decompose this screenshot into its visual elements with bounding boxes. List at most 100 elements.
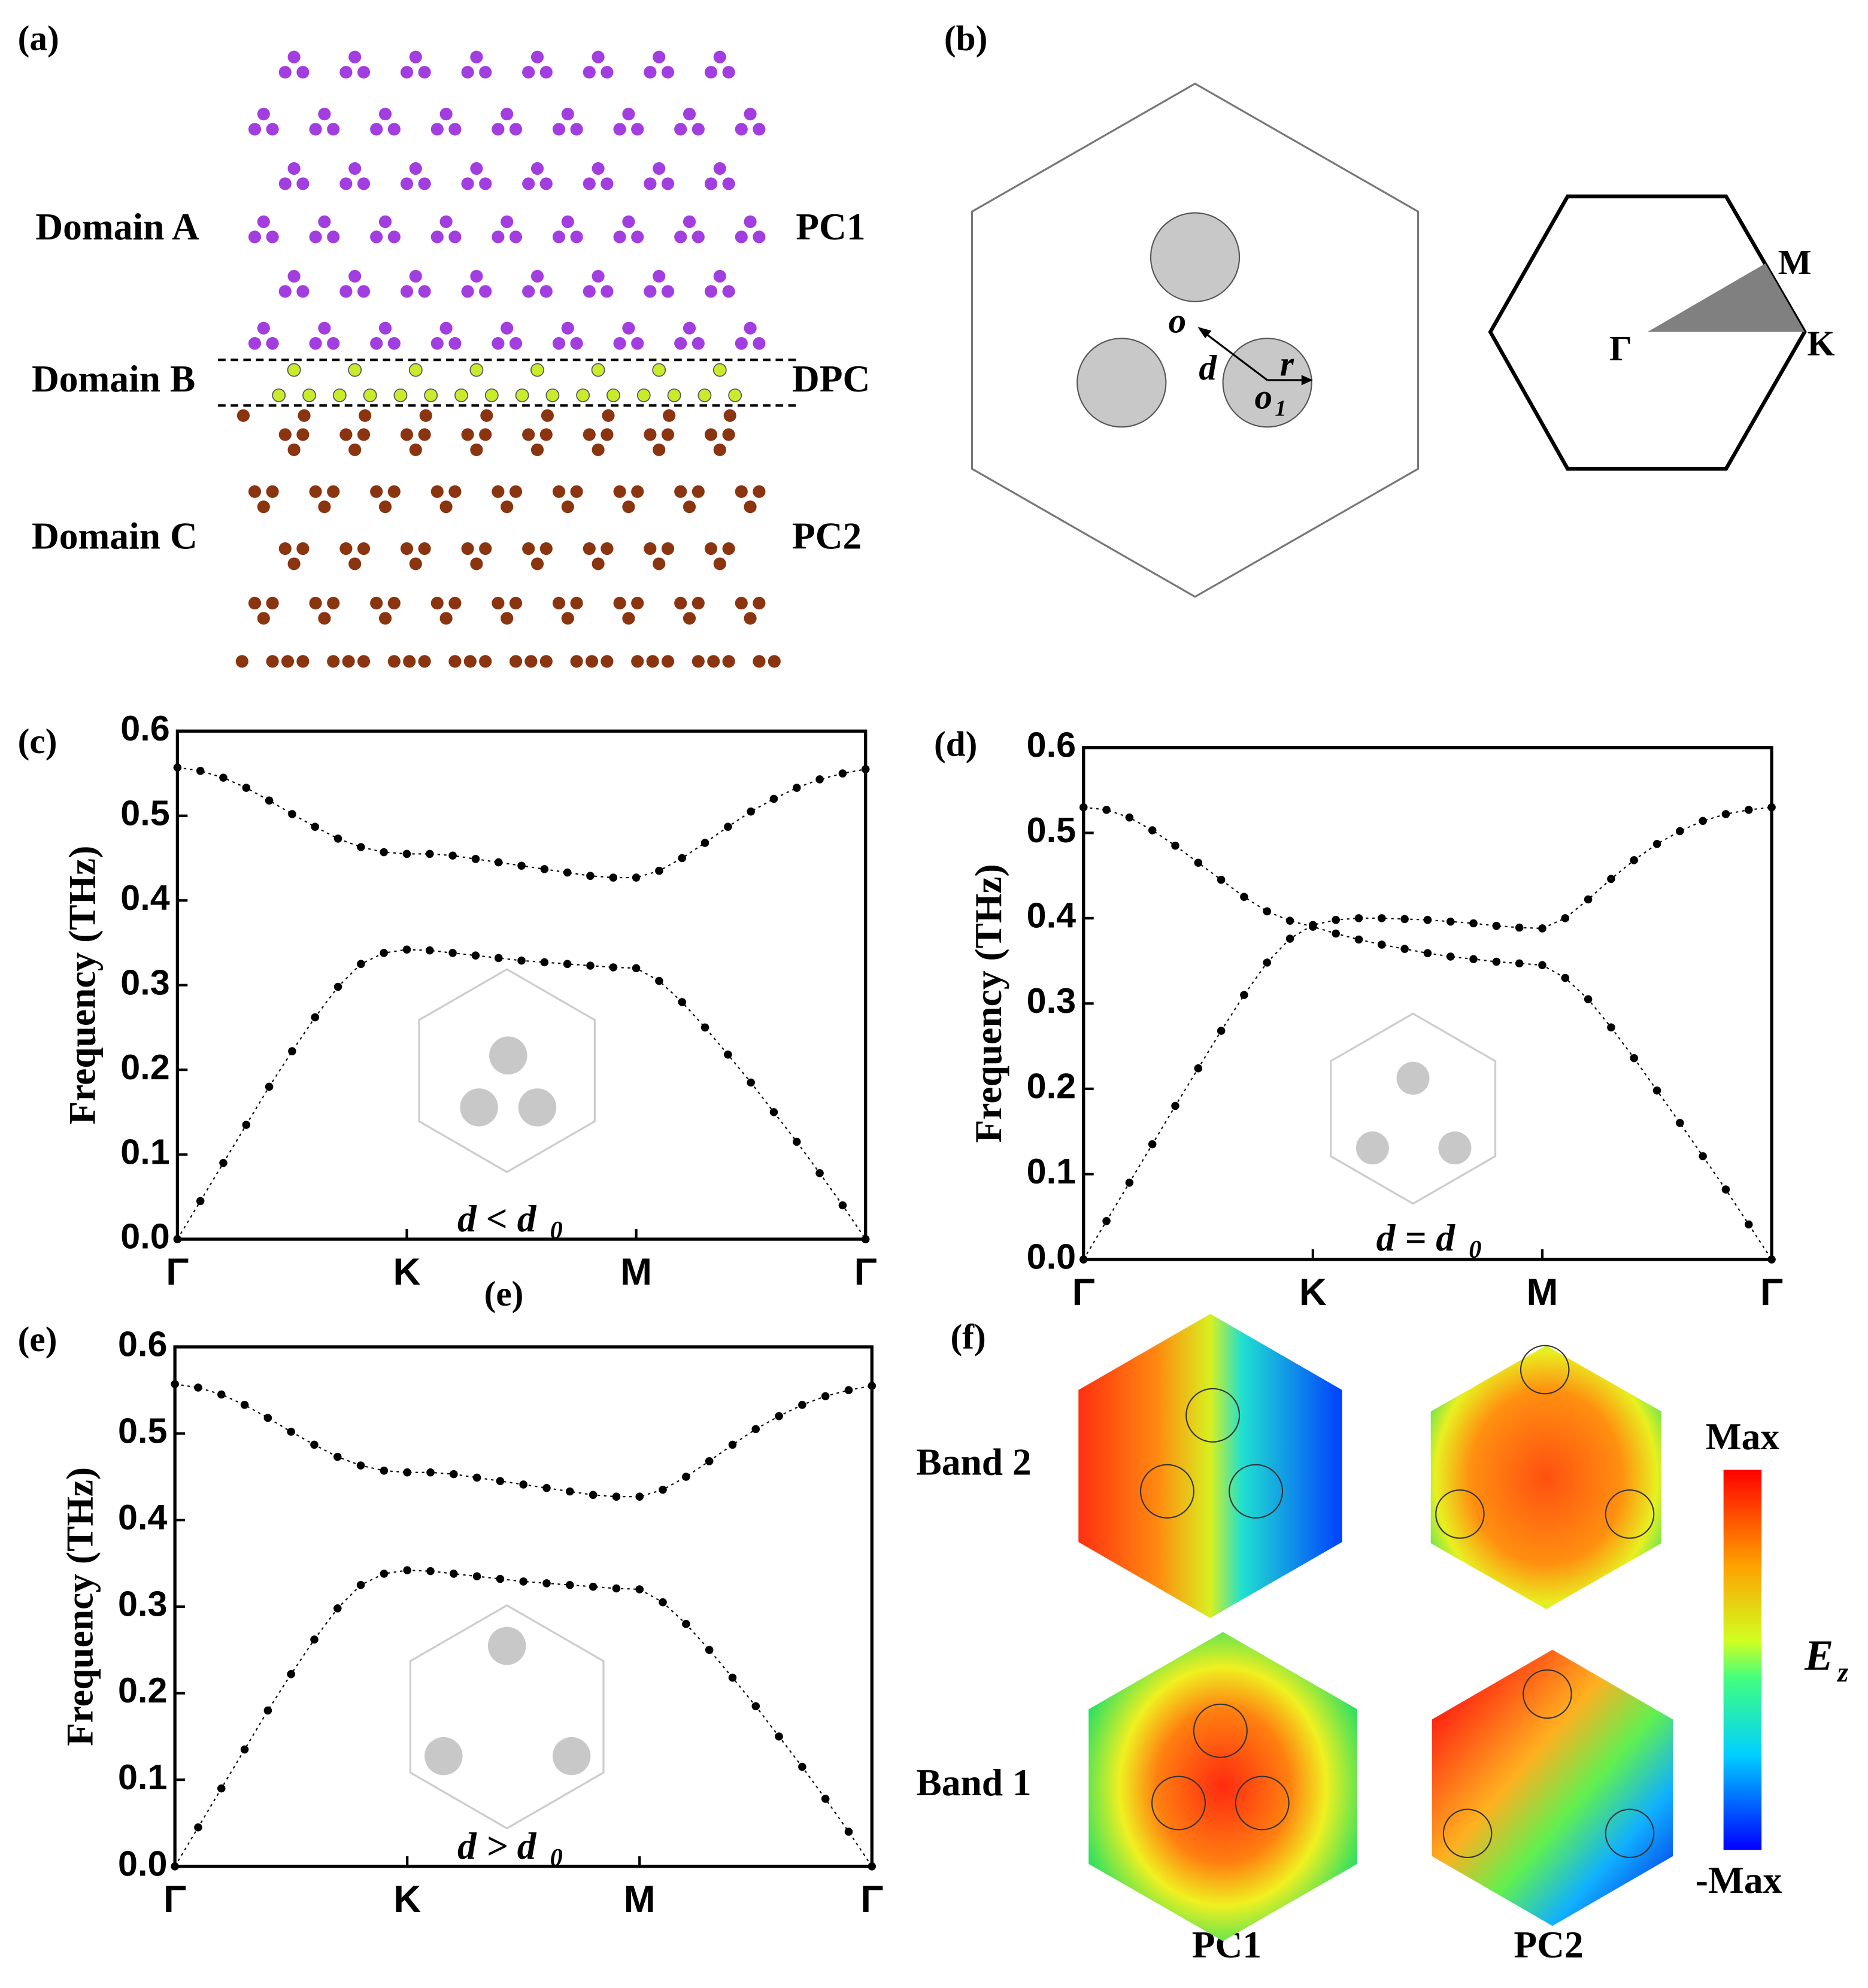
lattice-rod: [653, 269, 666, 283]
band-point: [1125, 813, 1134, 822]
lattice-rod: [744, 215, 757, 228]
lattice-rod: [272, 388, 286, 402]
panel-label: (b): [944, 18, 987, 57]
lattice-rod: [583, 177, 596, 190]
lattice-rod: [570, 655, 583, 668]
lattice-rod: [683, 321, 696, 335]
band-point: [196, 1197, 205, 1206]
lattice-rod: [309, 485, 322, 498]
lattice-rod: [409, 269, 422, 283]
band-point: [240, 1745, 249, 1754]
lattice-rod: [653, 50, 666, 63]
band-point: [1721, 810, 1730, 818]
lattice-rod: [287, 162, 301, 175]
lattice-rod: [735, 337, 748, 350]
lattice-rod: [479, 177, 492, 190]
lattice-rod: [744, 107, 757, 121]
y-tick-label: 0.6: [1027, 724, 1076, 764]
lattice-rod: [585, 655, 599, 668]
lattice-rod: [492, 596, 505, 610]
band-point: [1652, 840, 1661, 848]
annotation: d < d: [457, 1197, 537, 1240]
row-label: Band 2: [916, 1441, 1031, 1483]
lattice-rod: [370, 123, 383, 136]
y-tick-label: 0.2: [118, 1670, 167, 1710]
inset-rod: [1355, 1131, 1389, 1165]
lattice-rod: [309, 596, 322, 610]
colorbar-label: Max: [1706, 1415, 1780, 1458]
band-point: [517, 956, 526, 965]
lattice-rod: [692, 485, 705, 498]
lattice-rod: [631, 337, 644, 350]
lattice-rod: [327, 485, 340, 498]
lattice-rod: [722, 428, 735, 441]
band-point: [380, 949, 388, 957]
lattice-rod: [484, 388, 499, 402]
lattice-rod: [539, 655, 553, 668]
lattice-rod: [653, 557, 666, 570]
lattice-rod: [393, 388, 408, 402]
lattice-rod: [357, 177, 371, 190]
lattice-rod: [266, 123, 279, 136]
band-point: [1400, 945, 1409, 953]
lattice-rod: [722, 542, 735, 556]
lattice-rod: [592, 50, 605, 63]
lattice-rod: [728, 388, 742, 402]
lattice-rod: [302, 388, 316, 402]
band-point: [1515, 923, 1524, 932]
lattice-rod: [530, 363, 544, 377]
lattice-rod: [530, 162, 544, 175]
lattice-rod: [541, 409, 554, 422]
band-point: [563, 868, 572, 877]
band-point: [472, 1572, 481, 1581]
lattice-rod: [409, 443, 422, 456]
band-point: [635, 1585, 644, 1594]
x-tick-label: Γ: [163, 1878, 186, 1920]
lattice-rod: [266, 337, 279, 350]
lattice-rod: [309, 337, 322, 350]
lattice-rod: [378, 612, 392, 625]
band-point: [217, 1390, 226, 1399]
lattice-rod: [661, 177, 675, 190]
field-map: [1432, 1649, 1673, 1926]
lattice-rod: [454, 388, 468, 402]
band-point: [769, 1108, 778, 1116]
band-point: [821, 1392, 830, 1401]
lattice-rod: [704, 66, 718, 79]
band-point: [1584, 895, 1593, 904]
annotation-sub: 0: [550, 1216, 563, 1245]
band-point: [1102, 806, 1111, 814]
band-point: [1515, 959, 1524, 968]
lattice-rod: [327, 596, 340, 610]
band-point: [171, 1380, 179, 1388]
inset-cell: [409, 1604, 605, 1830]
cell-label-sub: 1: [1275, 396, 1286, 421]
lattice-rod: [607, 388, 620, 402]
band-point: [815, 775, 824, 784]
band-point: [402, 849, 411, 858]
panel-label: (e): [18, 1319, 57, 1359]
lattice-rod: [501, 215, 514, 228]
lattice-rod: [342, 655, 355, 668]
lattice-rod: [296, 428, 310, 441]
lattice-rod: [592, 269, 605, 283]
lattice-rod: [387, 230, 401, 244]
x-tick-label: K: [1299, 1271, 1327, 1313]
lattice-rod: [248, 230, 262, 244]
lattice-rod: [530, 557, 544, 570]
field-map: [1088, 1632, 1357, 1941]
band-point: [1194, 858, 1203, 867]
band-point: [1400, 915, 1409, 924]
band-point: [356, 1461, 365, 1470]
bz-label: Γ: [1609, 329, 1632, 368]
y-axis-title: Frequency (THz): [58, 1467, 101, 1746]
lattice-rod: [418, 655, 431, 668]
band-point: [448, 851, 457, 860]
band-point: [1354, 935, 1363, 944]
lattice-rod: [359, 409, 372, 422]
lattice-rod: [644, 66, 657, 79]
lattice-rod: [387, 123, 401, 136]
y-tick-label: 0.1: [1027, 1151, 1076, 1191]
band-point: [542, 1483, 551, 1492]
band-point: [632, 873, 641, 882]
